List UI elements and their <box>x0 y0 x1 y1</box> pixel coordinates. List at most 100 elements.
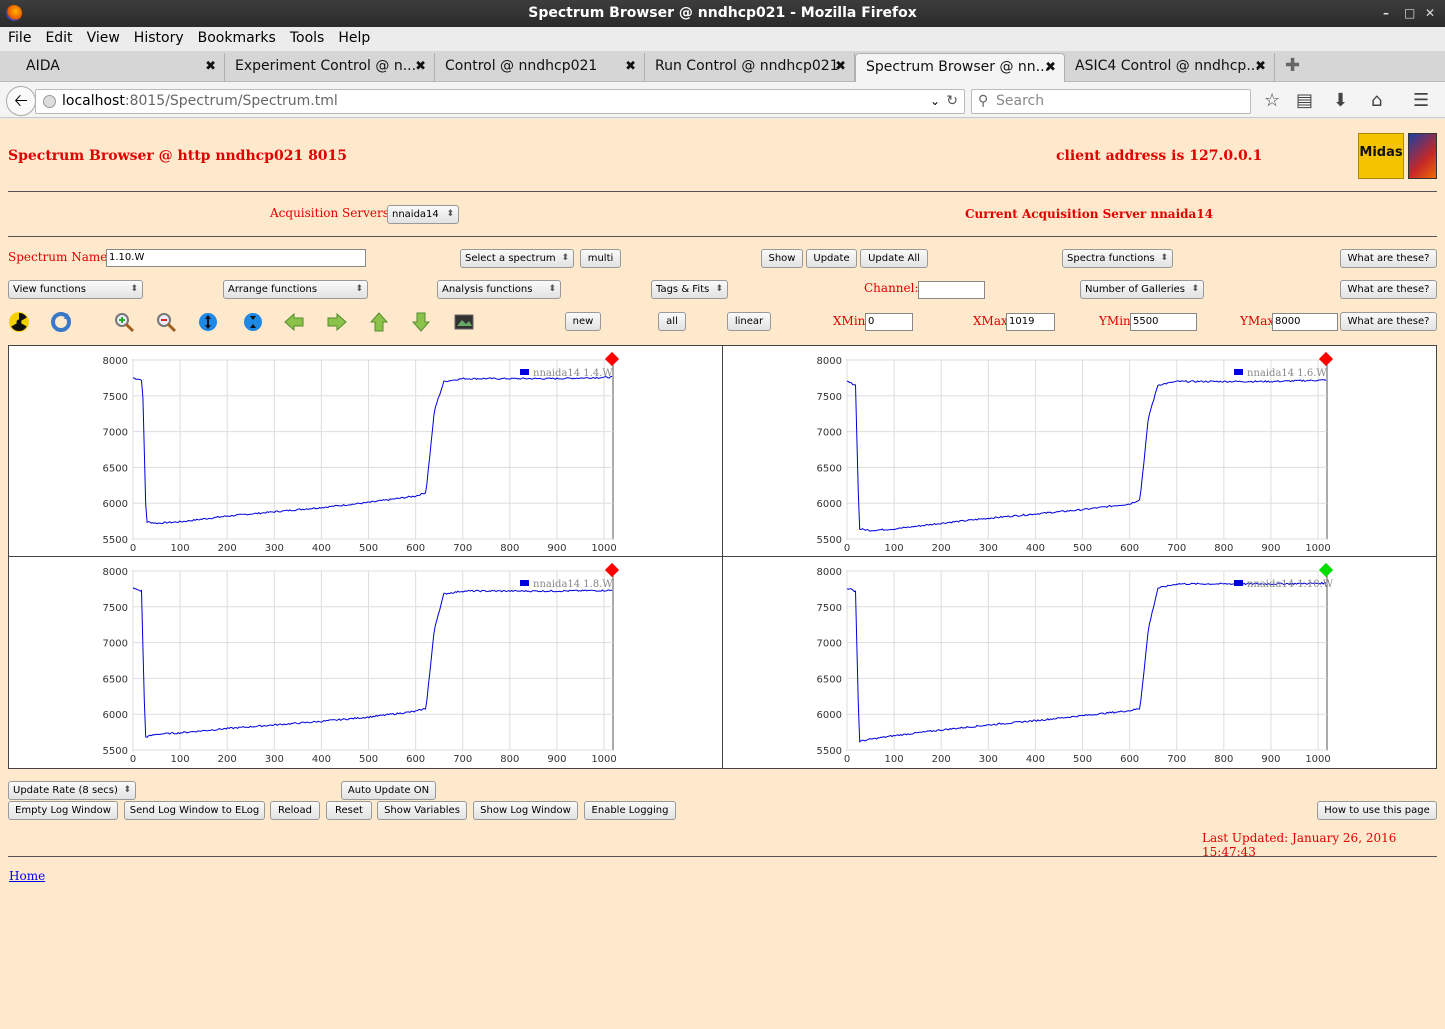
show-variables-button[interactable]: Show Variables <box>377 801 467 820</box>
maximize-icon[interactable]: □ <box>1404 6 1416 20</box>
ymin-input[interactable]: 5500 <box>1130 313 1197 331</box>
menu-file[interactable]: File <box>8 30 32 46</box>
spectrum-chart-1[interactable]: 0 100 200 300 400 500 600 700 800 900 1000 5500 6000… <box>9 346 722 556</box>
enable-logging-button[interactable]: Enable Logging <box>584 801 676 820</box>
show-button[interactable]: Show <box>761 249 803 268</box>
arrange-functions-dropdown[interactable]: Arrange functions <box>223 280 368 299</box>
image-icon[interactable] <box>453 311 475 333</box>
xmin-input[interactable]: 0 <box>865 313 913 331</box>
update-rate-dropdown[interactable]: Update Rate (8 secs) <box>8 781 136 800</box>
bookmark-star-icon[interactable]: ☆ <box>1264 90 1281 111</box>
update-button[interactable]: Update <box>806 249 857 268</box>
y-tick-label: 5500 <box>817 746 842 757</box>
channel-input[interactable] <box>918 281 985 299</box>
spectrum-panel-1[interactable]: 0 100 200 300 400 500 600 700 800 900 1000 5500 6000… <box>9 346 723 557</box>
x-tick-label: 700 <box>453 543 472 554</box>
search-input[interactable]: ⚲ Search <box>971 89 1251 114</box>
reading-list-icon[interactable]: ▤ <box>1296 90 1314 111</box>
arrow-right-icon[interactable] <box>326 311 348 333</box>
menu-history[interactable]: History <box>133 30 184 46</box>
arrow-down-icon[interactable] <box>410 311 432 333</box>
menu-tools[interactable]: Tools <box>289 30 325 46</box>
legend-label: nnaida14 1.8.W <box>533 579 613 590</box>
number-of-galleries-dropdown[interactable]: Number of Galleries <box>1080 280 1204 299</box>
tab-control[interactable]: Control @ nndhcp021 ✖ <box>435 53 645 82</box>
tab-aida[interactable]: AIDA ✖ <box>10 53 225 82</box>
all-button[interactable]: all <box>658 312 686 331</box>
x-tick-label: 0 <box>130 754 136 765</box>
back-button[interactable]: 🡠 <box>6 86 36 116</box>
client-address: client address is 127.0.0.1 <box>1056 148 1263 164</box>
hamburger-menu-icon[interactable]: ☰ <box>1413 90 1430 111</box>
empty-log-window-button[interactable]: Empty Log Window <box>8 801 118 820</box>
close-tab-icon[interactable]: ✖ <box>835 59 846 74</box>
menu-bookmarks[interactable]: Bookmarks <box>197 30 276 46</box>
update-all-button[interactable]: Update All <box>860 249 928 268</box>
linear-button[interactable]: linear <box>727 312 771 331</box>
acquisition-server-select[interactable]: nnaida14 <box>387 205 459 224</box>
close-tab-icon[interactable]: ✖ <box>415 59 426 74</box>
menu-help[interactable]: Help <box>338 30 371 46</box>
x-tick-label: 1000 <box>1305 543 1330 554</box>
legend-swatch <box>1234 369 1243 375</box>
arrow-up-icon[interactable] <box>368 311 390 333</box>
new-tab-icon[interactable]: ✚ <box>1285 55 1301 76</box>
tab-asic4-control[interactable]: ASIC4 Control @ nndhcp... ✖ <box>1065 53 1275 82</box>
analysis-functions-dropdown[interactable]: Analysis functions <box>437 280 561 299</box>
y-tick-label: 6000 <box>103 499 128 510</box>
expand-vertical-icon[interactable] <box>197 311 219 333</box>
how-to-use-button[interactable]: How to use this page <box>1317 801 1437 820</box>
menu-edit[interactable]: Edit <box>45 30 73 46</box>
reload-button[interactable]: Reload <box>270 801 320 820</box>
midas-logo-text: Midas <box>1359 145 1403 160</box>
radiation-icon[interactable] <box>8 311 30 333</box>
close-tab-icon[interactable]: ✖ <box>1255 59 1266 74</box>
spectrum-panel-2[interactable]: 0 100 200 300 400 500 600 700 800 900 1000 5500 6000… <box>723 346 1437 557</box>
spectrum-panel-3[interactable]: 0 100 200 300 400 500 600 700 800 900 1000 5500 6000… <box>9 557 723 768</box>
auto-update-button[interactable]: Auto Update ON <box>341 781 436 800</box>
ymax-input[interactable]: 8000 <box>1272 313 1338 331</box>
url-dropdown-icon[interactable]: ⌄ <box>929 94 940 108</box>
select-spectrum-dropdown[interactable]: Select a spectrum <box>460 249 574 268</box>
spectrum-chart-3[interactable]: 0 100 200 300 400 500 600 700 800 900 1000 5500 6000… <box>9 557 722 767</box>
url-bar[interactable]: localhost:8015/Spectrum/Spectrum.tml ⌄ ↻ <box>35 89 965 114</box>
show-log-window-button[interactable]: Show Log Window <box>473 801 578 820</box>
tab-spectrum-browser[interactable]: Spectrum Browser @ nn... ✖ <box>855 53 1065 82</box>
close-window-icon[interactable]: ✕ <box>1425 6 1436 20</box>
arrow-left-icon[interactable] <box>283 311 305 333</box>
x-tick-label: 200 <box>932 754 951 765</box>
compress-vertical-icon[interactable] <box>242 311 264 333</box>
reload-icon[interactable]: ↻ <box>946 93 958 109</box>
download-icon[interactable]: ⬇ <box>1333 90 1349 111</box>
tags-fits-dropdown[interactable]: Tags & Fits <box>651 280 728 299</box>
tab-experiment-control[interactable]: Experiment Control @ n... ✖ <box>225 53 435 82</box>
multi-button[interactable]: multi <box>580 249 621 268</box>
spectrum-panel-4[interactable]: 0 100 200 300 400 500 600 700 800 900 1000 5500 6000… <box>723 557 1437 768</box>
spectrum-name-input[interactable]: 1.10.W <box>106 249 366 267</box>
xmax-input[interactable]: 1019 <box>1006 313 1055 331</box>
reset-button[interactable]: Reset <box>326 801 372 820</box>
spectrum-chart-4[interactable]: 0 100 200 300 400 500 600 700 800 900 1000 5500 6000… <box>723 557 1436 767</box>
zoom-out-icon[interactable] <box>155 311 177 333</box>
refresh-icon[interactable] <box>50 311 72 333</box>
menu-view[interactable]: View <box>86 30 120 46</box>
close-tab-icon[interactable]: ✖ <box>625 59 636 74</box>
view-functions-dropdown[interactable]: View functions <box>8 280 143 299</box>
minimize-icon[interactable]: – <box>1383 6 1389 20</box>
new-button[interactable]: new <box>565 312 601 331</box>
y-tick-label: 7000 <box>103 428 128 439</box>
send-log-to-elog-button[interactable]: Send Log Window to ELog <box>124 801 265 820</box>
close-tab-icon[interactable]: ✖ <box>1045 60 1056 75</box>
what-are-these-button-3[interactable]: What are these? <box>1340 312 1437 331</box>
what-are-these-button-1[interactable]: What are these? <box>1340 249 1437 268</box>
close-tab-icon[interactable]: ✖ <box>205 59 216 74</box>
x-tick-label: 100 <box>885 543 904 554</box>
tab-run-control[interactable]: Run Control @ nndhcp021 ✖ <box>645 53 855 82</box>
home-link[interactable]: Home <box>9 869 46 883</box>
zoom-in-icon[interactable] <box>113 311 135 333</box>
spectrum-chart-2[interactable]: 0 100 200 300 400 500 600 700 800 900 1000 5500 6000… <box>723 346 1436 556</box>
x-tick-label: 300 <box>979 543 998 554</box>
what-are-these-button-2[interactable]: What are these? <box>1340 280 1437 299</box>
home-icon[interactable]: ⌂ <box>1371 90 1383 111</box>
spectra-functions-dropdown[interactable]: Spectra functions <box>1062 249 1173 268</box>
